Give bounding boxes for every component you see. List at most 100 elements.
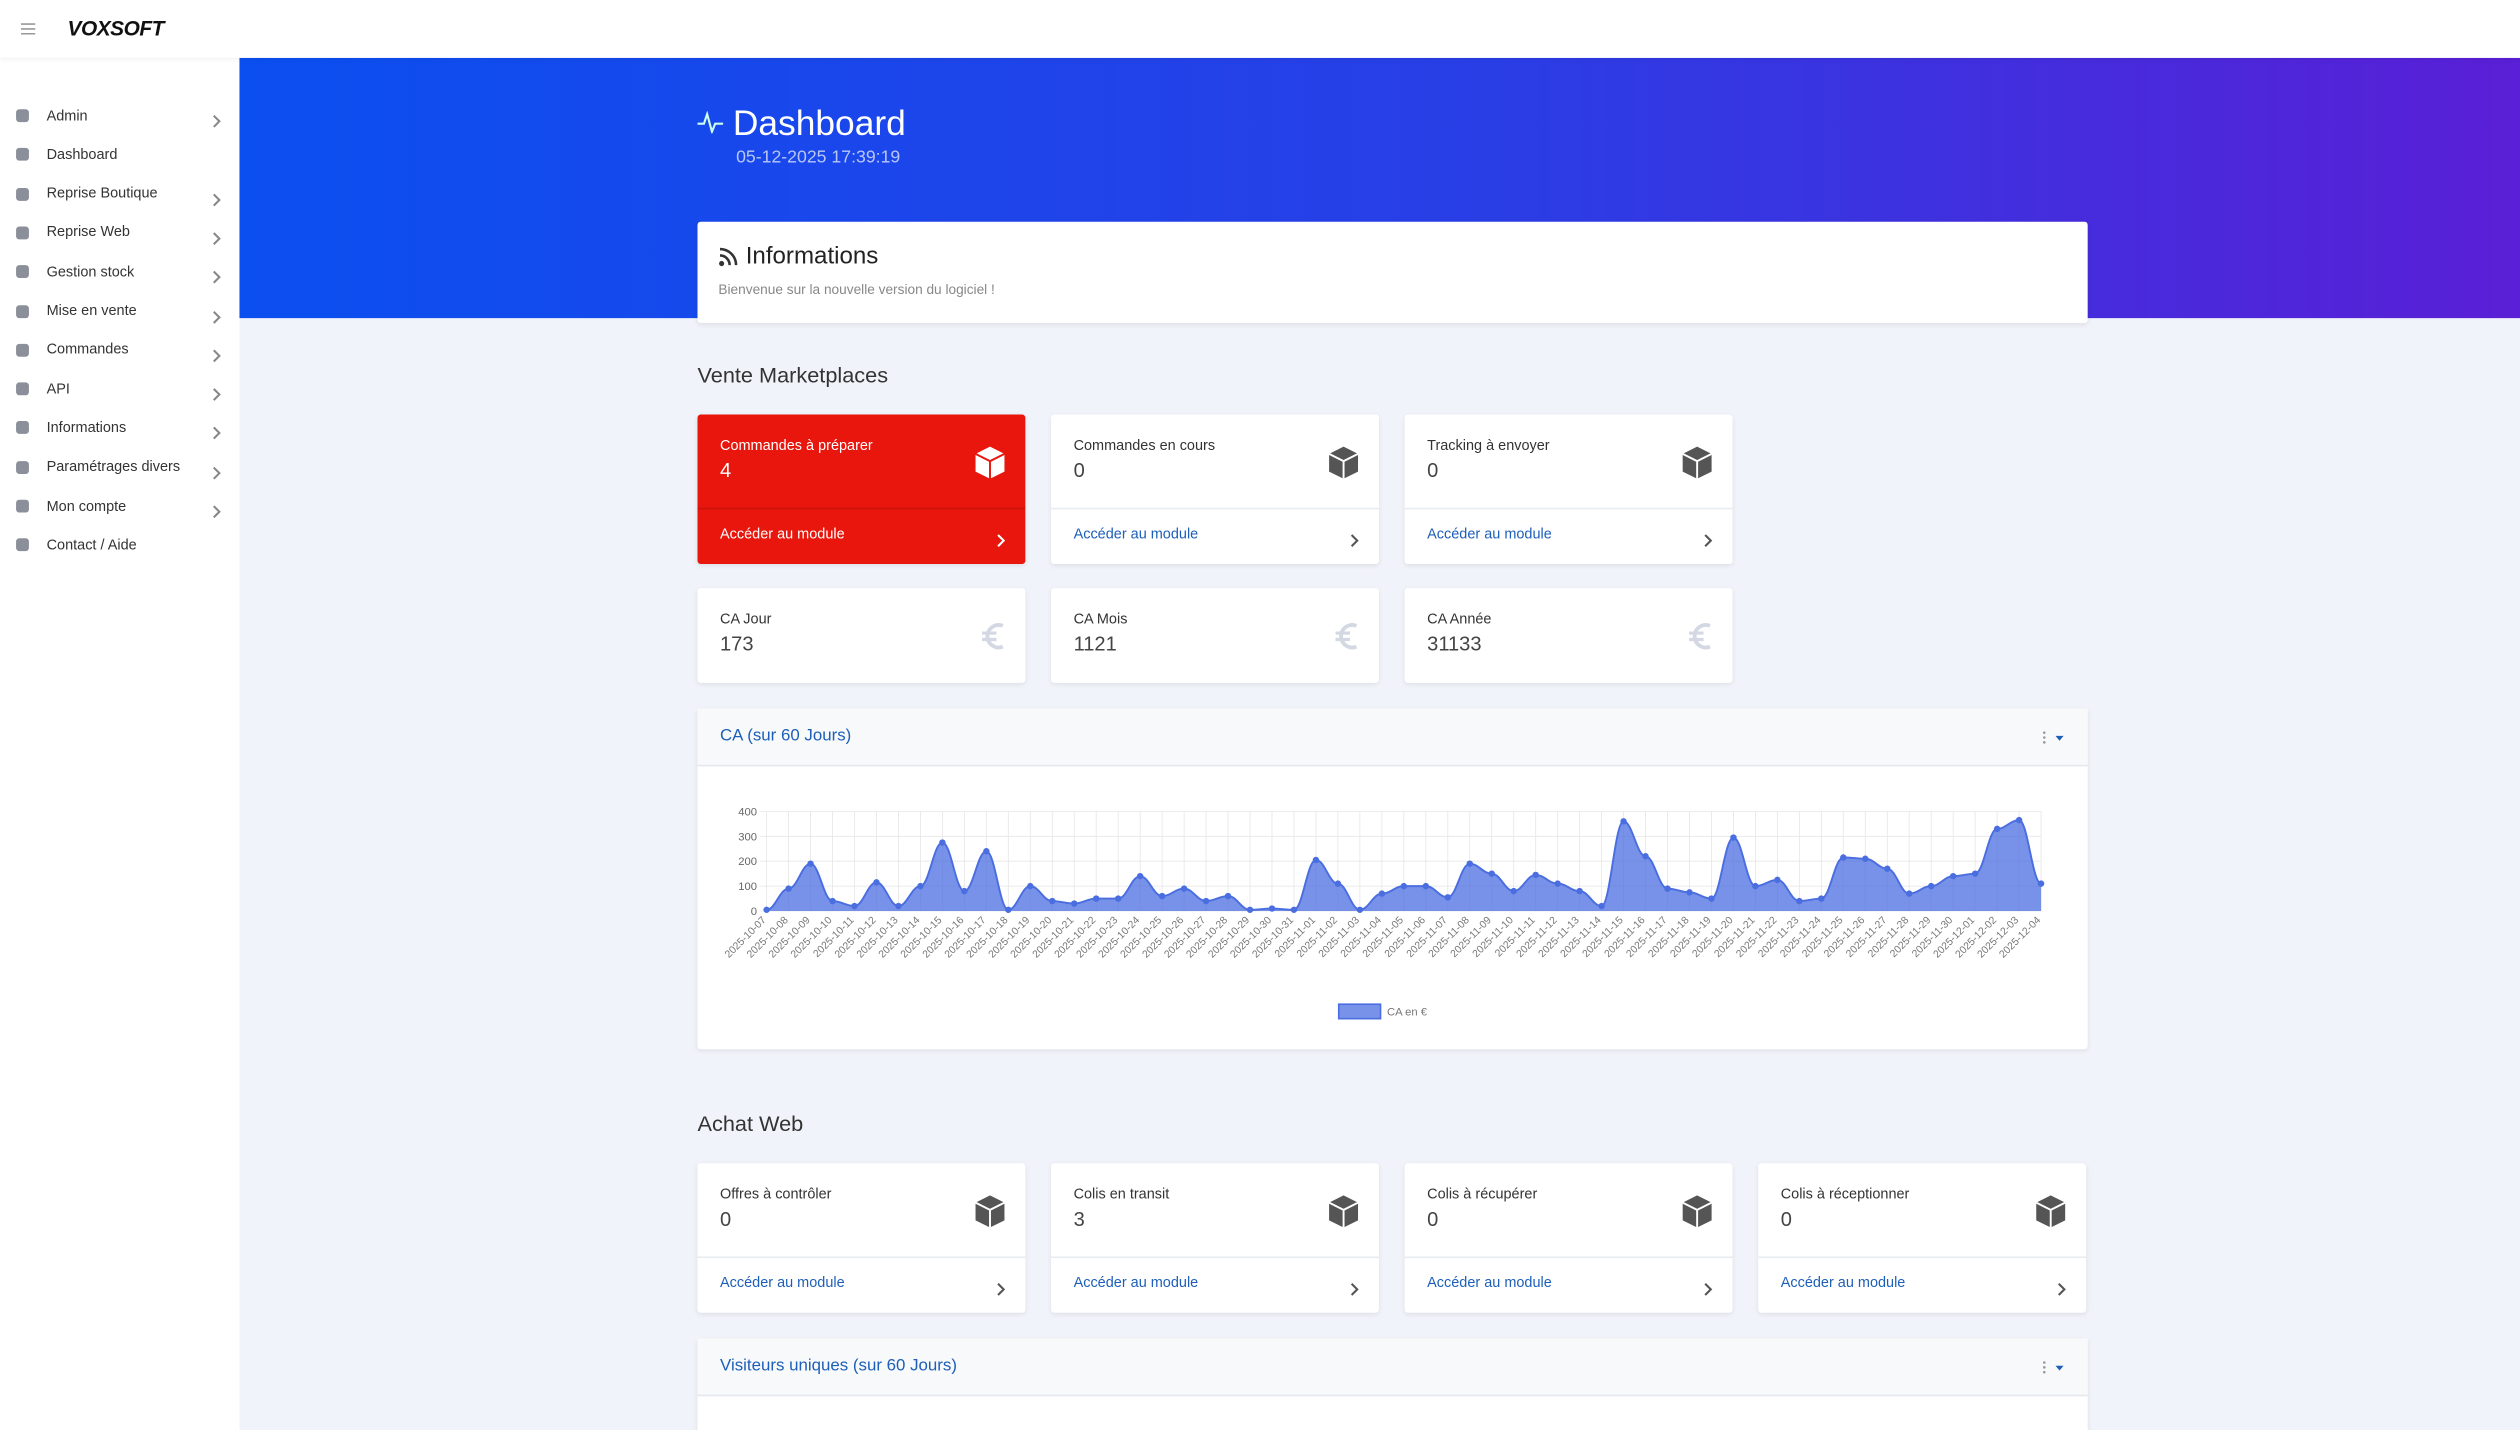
- info-text: Bienvenue sur la nouvelle version du log…: [718, 281, 995, 298]
- module-value: 0: [1427, 1208, 1439, 1231]
- point: [1422, 882, 1430, 890]
- panel-menu[interactable]: [2041, 1359, 2067, 1375]
- revenue-label: CA Mois: [1073, 610, 1128, 627]
- module-value: 0: [1073, 459, 1085, 483]
- menu-label: API: [46, 380, 70, 397]
- sidebar: Admin Dashboard Reprise Boutique Reprise We…: [0, 57, 240, 1430]
- module-label: Commandes en cours: [1073, 437, 1216, 454]
- module-link[interactable]: Accéder au module: [1073, 1274, 1199, 1291]
- menu-label: Dashboard: [46, 145, 118, 162]
- module-value: 0: [719, 1208, 732, 1231]
- revenue-value: 1121: [1073, 633, 1117, 656]
- menu-icon: [16, 265, 29, 279]
- menu-icon: [16, 148, 29, 162]
- menu-item[interactable]: [0, 373, 239, 405]
- revenue-value: 31133: [1427, 633, 1482, 656]
- menu-chevron: [212, 303, 222, 332]
- point: [1686, 889, 1693, 896]
- module-link[interactable]: Accéder au module: [1780, 1274, 1906, 1291]
- module-icon: [1327, 445, 1359, 488]
- y-tick-label: 100: [738, 881, 757, 893]
- menu-label: Reprise Boutique: [46, 184, 158, 201]
- point: [895, 902, 902, 910]
- point: [939, 839, 946, 846]
- module-label: Colis en transit: [1073, 1185, 1170, 1202]
- divider: [697, 507, 1026, 510]
- point: [961, 887, 968, 895]
- point: [1005, 906, 1012, 913]
- divider: [1404, 1256, 1733, 1259]
- menu-chevron: [212, 225, 222, 254]
- menu-item[interactable]: [0, 139, 239, 171]
- point: [1993, 825, 2001, 833]
- menu-label: Paramétrages divers: [46, 458, 181, 475]
- module-value: 4: [719, 459, 732, 483]
- link-chevron: [1704, 527, 1714, 556]
- module-value: 3: [1073, 1208, 1085, 1231]
- link-chevron: [1704, 1276, 1714, 1305]
- chart-panel: Visiteurs uniques (sur 60 Jours): [697, 1338, 2088, 1430]
- point: [1378, 890, 1386, 897]
- point: [1598, 902, 1605, 910]
- panel-header: [697, 708, 2088, 767]
- point: [1158, 892, 1166, 900]
- area-fill: [766, 820, 2042, 912]
- point: [1356, 906, 1364, 913]
- menu-icon: [16, 187, 29, 201]
- menu-label: Contact / Aide: [46, 536, 137, 553]
- module-icon: [974, 1194, 1006, 1237]
- module-card: Colis à réceptionner 0 Accéder au module: [1758, 1163, 2087, 1313]
- legend-swatch: [1337, 1003, 1382, 1020]
- point: [873, 879, 880, 886]
- panel-menu[interactable]: [2041, 729, 2067, 745]
- point: [1071, 900, 1078, 907]
- section-title: Vente Marketplaces: [697, 363, 889, 388]
- divider: [1051, 507, 1379, 510]
- y-tick-label: 300: [738, 831, 757, 843]
- point: [1532, 871, 1539, 879]
- module-icon: [1681, 445, 1713, 488]
- menu-label: Reprise Web: [46, 223, 130, 241]
- menu-icon: [16, 304, 29, 318]
- point: [1620, 818, 1627, 825]
- menu-toggle[interactable]: [20, 22, 36, 35]
- y-tick-label: 400: [738, 806, 757, 818]
- module-link[interactable]: Accéder au module: [719, 525, 845, 542]
- module-label: Offres à contrôler: [719, 1185, 832, 1202]
- module-card: Tracking à envoyer 0 Accéder au module: [1404, 414, 1733, 564]
- menu-item[interactable]: [0, 100, 239, 132]
- point: [1400, 882, 1408, 890]
- menu-chevron: [212, 420, 222, 449]
- module-link[interactable]: Accéder au module: [1073, 525, 1199, 542]
- point: [1224, 892, 1232, 900]
- menu-icon: [16, 226, 29, 240]
- point: [1554, 880, 1561, 887]
- divider: [697, 1256, 1026, 1259]
- module-value: 0: [1780, 1208, 1792, 1231]
- menu-label: Gestion stock: [46, 263, 135, 280]
- menu-label: Informations: [46, 419, 127, 436]
- module-label: Commandes à préparer: [719, 437, 873, 454]
- point: [1840, 854, 1847, 861]
- menu-chevron: [212, 108, 222, 137]
- module-icon: [1681, 1194, 1713, 1237]
- module-label: Colis à réceptionner: [1780, 1185, 1910, 1202]
- point: [1906, 890, 1913, 897]
- menu-label: Commandes: [46, 341, 129, 358]
- point: [851, 902, 858, 910]
- menu-icon: [16, 421, 29, 435]
- point: [1466, 860, 1473, 867]
- divider: [1758, 1256, 2087, 1259]
- point: [1664, 885, 1671, 892]
- revenue-label: CA Jour: [719, 610, 772, 627]
- module-icon: [974, 445, 1006, 488]
- point: [1334, 880, 1342, 887]
- module-link[interactable]: Accéder au module: [719, 1274, 845, 1291]
- info-panel: Informations Bienvenue sur la nouvelle v…: [697, 221, 2088, 323]
- menu-icon: [16, 382, 29, 396]
- page-title: Dashboard: [732, 102, 906, 143]
- chart-panel: CA (sur 60 Jours) 0 100 200 300 400 2025-10-0…: [697, 708, 2088, 1050]
- module-link[interactable]: Accéder au module: [1427, 1274, 1552, 1291]
- module-link[interactable]: Accéder au module: [1427, 525, 1552, 542]
